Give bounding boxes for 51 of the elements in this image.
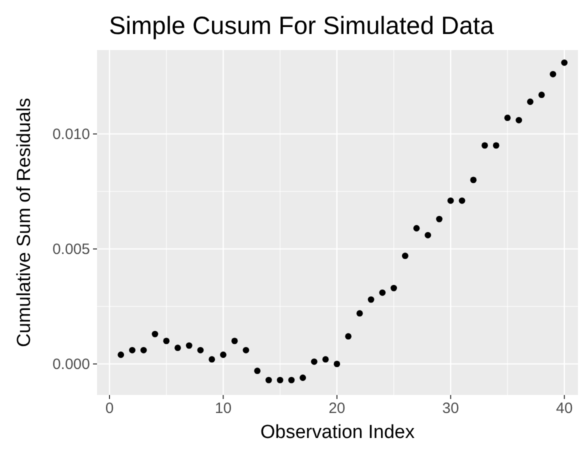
point: [379, 289, 386, 296]
point: [152, 330, 158, 338]
y-tick-label: 0.000: [52, 356, 90, 373]
point: [436, 216, 442, 222]
point: [334, 360, 340, 368]
point: [118, 352, 124, 358]
point: [390, 284, 397, 292]
point: [492, 142, 500, 149]
point: [482, 142, 488, 149]
point: [345, 333, 352, 340]
point: [368, 296, 374, 303]
y-tick-label: 0.010: [52, 126, 90, 143]
point: [197, 346, 204, 354]
point: [470, 176, 477, 184]
point: [310, 358, 318, 365]
point: [276, 376, 284, 384]
x-tick-label: 30: [442, 400, 459, 417]
y-axis-title: Cumulative Sum of Residuals: [14, 98, 35, 348]
point: [300, 374, 306, 381]
x-tick-label: 10: [214, 400, 232, 417]
x-tick-label: 20: [328, 400, 346, 417]
point: [402, 252, 408, 260]
point: [208, 356, 216, 363]
point: [288, 376, 295, 384]
point: [254, 368, 261, 374]
point: [266, 376, 272, 384]
point: [129, 346, 136, 354]
point: [413, 225, 420, 232]
point: [242, 346, 250, 354]
point: [447, 197, 454, 204]
point: [561, 59, 568, 66]
point: [163, 338, 170, 344]
point: [527, 98, 534, 105]
point: [174, 344, 181, 352]
point: [516, 116, 522, 124]
point: [140, 346, 147, 354]
point: [504, 114, 511, 122]
point: [186, 342, 192, 349]
point: [231, 338, 238, 344]
x-tick-label: 0: [105, 400, 114, 417]
point: [538, 92, 545, 98]
point: [550, 70, 556, 78]
x-axis-title: Observation Index: [260, 422, 416, 443]
point: [220, 352, 226, 358]
point: [356, 310, 363, 317]
x-tick-label: 40: [556, 400, 573, 417]
y-tick-label: 0.005: [52, 240, 90, 258]
point: [424, 232, 432, 238]
point: [458, 197, 466, 204]
chart-title: Simple Cusum For Simulated Data: [109, 12, 494, 40]
point: [322, 356, 329, 363]
